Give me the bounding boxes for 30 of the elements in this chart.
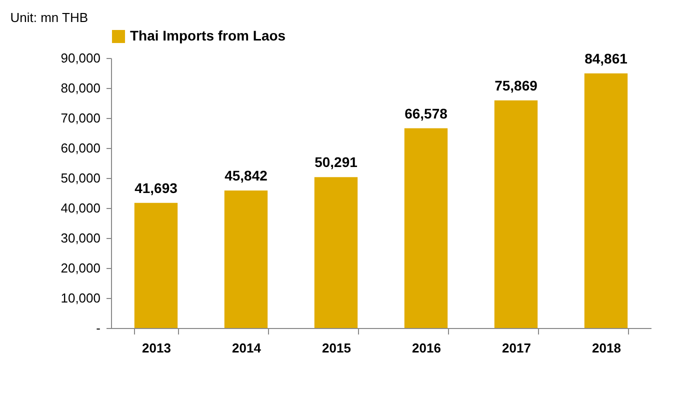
y-tick-label: 30,000 <box>60 230 100 246</box>
y-tick-label: 50,000 <box>60 170 100 186</box>
y-tick-label: 60,000 <box>60 140 100 156</box>
y-tick-label: 10,000 <box>60 290 100 306</box>
y-tick-label: - <box>96 320 100 336</box>
x-tick-label: 2017 <box>502 340 531 356</box>
data-label: 50,291 <box>314 154 358 170</box>
bar <box>224 190 268 328</box>
data-label: 84,861 <box>584 50 628 66</box>
bar <box>404 128 448 328</box>
text: Unit: mn THB <box>10 10 88 25</box>
data-label: 66,578 <box>404 105 448 122</box>
y-tick-label: 20,000 <box>60 260 100 276</box>
data-label: 75,869 <box>494 77 538 94</box>
x-tick-label: 2016 <box>412 340 441 356</box>
y-tick-label: 70,000 <box>60 110 100 126</box>
bar <box>494 100 538 328</box>
y-tick-label: 40,000 <box>60 200 100 216</box>
x-tick-label: 2013 <box>142 340 171 356</box>
x-tick-label: 2014 <box>232 340 262 356</box>
data-label: 45,842 <box>224 167 268 184</box>
data-label: 41,693 <box>134 180 178 196</box>
legend-label: Thai Imports from Laos <box>130 28 286 44</box>
bar <box>584 73 628 328</box>
y-tick-label: 90,000 <box>60 50 100 66</box>
y-tick-label: 80,000 <box>60 80 100 96</box>
bar <box>314 177 358 328</box>
bar <box>134 202 178 328</box>
x-tick-label: 2018 <box>592 340 621 356</box>
x-tick-label: 2015 <box>322 340 351 356</box>
